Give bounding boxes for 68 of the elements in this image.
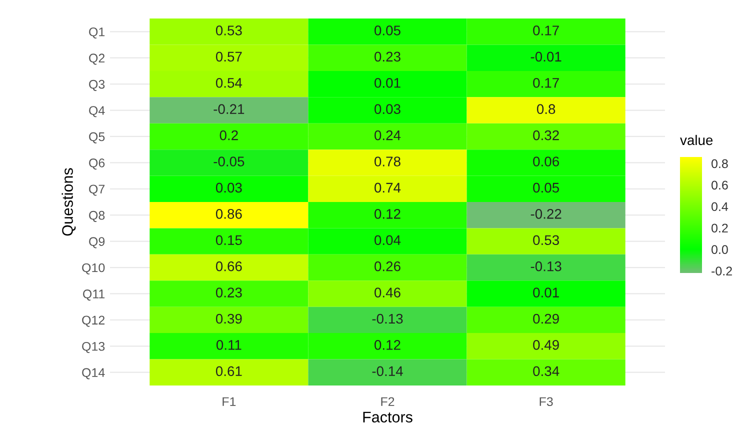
data-label: 0.03	[216, 182, 242, 193]
color-bar-title: value	[680, 134, 713, 146]
y-tick-label: Q6	[89, 158, 105, 170]
data-label: 0.54	[216, 78, 242, 88]
y-tick-label: Q3	[89, 80, 105, 91]
data-label: 0.17	[533, 26, 559, 36]
data-label: 0.24	[374, 130, 401, 140]
y-tick-label: Q13	[82, 342, 105, 354]
data-label: 0.53	[533, 235, 559, 246]
x-tick-label: F3	[540, 397, 553, 406]
data-label: -0.21	[214, 104, 244, 114]
data-label: 0.78	[374, 156, 400, 166]
y-tick-label: Q1	[89, 27, 105, 39]
data-label: 0.01	[533, 288, 559, 298]
data-label: -0.22	[530, 208, 562, 219]
x-axis-title: Factors	[363, 412, 412, 423]
data-label: 0.03	[374, 104, 400, 114]
data-label: 0.12	[374, 208, 400, 219]
data-label: 0.74	[374, 182, 401, 193]
data-label: 0.66	[216, 261, 242, 272]
y-tick-label: Q5	[89, 132, 105, 144]
color-bar-label: 0.8	[712, 159, 728, 168]
data-label: 0.57	[216, 52, 242, 62]
data-label: 0.29	[533, 314, 559, 324]
data-label: -0.05	[214, 156, 244, 166]
data-label: 0.23	[374, 52, 400, 62]
data-label: 0.39	[216, 314, 242, 324]
data-label: 0.12	[374, 340, 400, 350]
data-label: 0.26	[374, 261, 400, 272]
data-label: 0.05	[374, 26, 400, 36]
y-tick-label: Q12	[82, 316, 105, 327]
y-tick-label: Q9	[89, 237, 105, 248]
data-label: 0.2	[220, 130, 238, 140]
y-tick-label: Q8	[89, 210, 105, 222]
color-bar-label: -0.2	[712, 266, 732, 276]
data-label: 0.05	[533, 182, 560, 193]
color-bar-label: 0.2	[712, 224, 728, 233]
data-label: 0.32	[533, 130, 559, 140]
y-tick-label: Q2	[89, 54, 105, 65]
data-label: 0.01	[374, 78, 400, 88]
color-bar-label: 0.0	[712, 245, 728, 254]
data-label: 0.15	[216, 235, 242, 246]
data-label: 0.06	[533, 156, 559, 166]
color-bar-label: 0.4	[712, 202, 728, 212]
y-tick-label: Q7	[89, 184, 105, 196]
data-label: 0.04	[374, 235, 401, 246]
data-label: 0.11	[216, 340, 242, 350]
data-label: 0.49	[533, 340, 559, 350]
data-label: -0.01	[530, 52, 562, 62]
y-tick-label: Q4	[89, 106, 105, 118]
data-label: 0.86	[216, 208, 242, 219]
data-label: 0.17	[533, 78, 559, 88]
y-tick-label: Q10	[82, 263, 105, 274]
data-label: -0.13	[530, 261, 562, 272]
y-axis-title: Questions	[62, 168, 76, 236]
data-label: 0.46	[374, 288, 400, 298]
data-label: -0.13	[372, 314, 403, 324]
x-tick-label: F1	[222, 397, 236, 406]
data-label: 0.23	[216, 288, 242, 298]
data-label: 0.53	[216, 26, 242, 36]
y-tick-label: Q14	[82, 368, 105, 380]
y-tick-label: Q11	[83, 290, 105, 301]
data-label: 0.8	[536, 104, 556, 114]
data-label: 0.34	[533, 366, 560, 376]
data-label: -0.14	[372, 366, 403, 376]
color-bar-label: 0.6	[712, 180, 728, 190]
x-tick-label: F2	[381, 397, 394, 406]
data-label: 0.61	[216, 366, 242, 376]
